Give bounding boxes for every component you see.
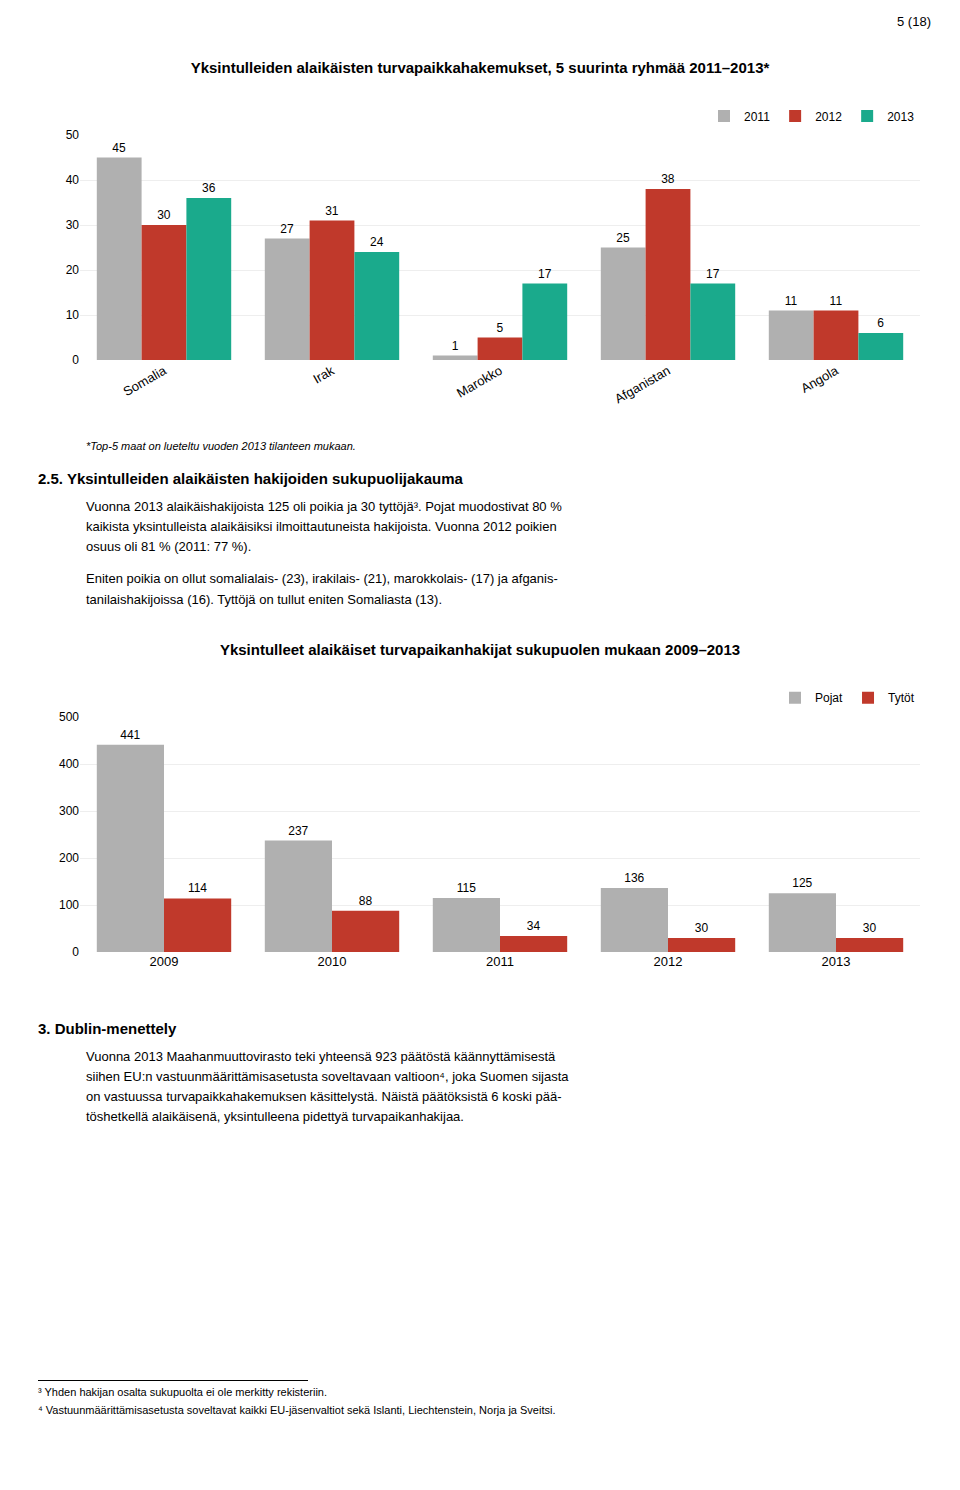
svg-text:10: 10 [66, 308, 80, 322]
svg-text:25: 25 [616, 231, 630, 245]
svg-text:36: 36 [202, 181, 216, 195]
svg-text:Irak: Irak [310, 362, 337, 386]
svg-text:Yksintulleiden alaikäisten tur: Yksintulleiden alaikäisten turvapaikkaha… [191, 59, 770, 76]
html-text:⁴ Vastuunmäärittämisasetusta s: ⁴ Vastuunmäärittämisasetusta soveltavat … [38, 1404, 556, 1416]
svg-text:Marokko: Marokko [454, 363, 505, 401]
svg-text:Tytöt: Tytöt [888, 691, 915, 705]
svg-text:17: 17 [538, 267, 552, 281]
svg-text:115: 115 [457, 881, 476, 895]
svg-text:24: 24 [370, 235, 384, 249]
svg-text:50: 50 [66, 128, 80, 142]
svg-text:2009: 2009 [150, 954, 179, 969]
svg-text:2012: 2012 [654, 954, 683, 969]
svg-text:136: 136 [624, 871, 644, 885]
html-text:*Top-5 maat on lueteltu vuoden: *Top-5 maat on lueteltu vuoden 2013 tila… [86, 440, 356, 452]
svg-text:20: 20 [66, 263, 80, 277]
svg-text:6: 6 [877, 316, 884, 330]
html-text:3. Dublin-menettely: 3. Dublin-menettely [38, 1019, 177, 1037]
svg-text:30: 30 [157, 208, 171, 222]
svg-text:30: 30 [863, 921, 877, 935]
svg-text:Somalia: Somalia [121, 362, 170, 399]
svg-text:500: 500 [59, 710, 79, 724]
svg-text:2013: 2013 [822, 954, 851, 969]
svg-text:27: 27 [280, 222, 294, 236]
svg-text:38: 38 [661, 172, 675, 186]
svg-text:100: 100 [59, 898, 79, 912]
svg-text:441: 441 [120, 727, 140, 741]
svg-text:30: 30 [695, 921, 709, 935]
svg-text:2011: 2011 [744, 110, 770, 124]
svg-text:237: 237 [288, 823, 308, 837]
svg-text:5: 5 [497, 321, 504, 335]
svg-text:0: 0 [72, 945, 79, 959]
svg-text:40: 40 [66, 173, 80, 187]
svg-text:31: 31 [325, 204, 339, 218]
svg-text:17: 17 [706, 267, 720, 281]
svg-text:11: 11 [830, 294, 843, 308]
svg-text:88: 88 [359, 893, 373, 907]
html-text:2.5. Yksintulleiden alaikäiste: 2.5. Yksintulleiden alaikäisten hakijoid… [38, 470, 463, 487]
svg-text:Yksintulleet alaikäiset turvap: Yksintulleet alaikäiset turvapaikanhakij… [220, 640, 740, 657]
html-text:Vuonna 2013 alaikäishakijoista: Vuonna 2013 alaikäishakijoista 125 oli p… [86, 499, 562, 555]
svg-text:11: 11 [785, 294, 798, 308]
svg-text:34: 34 [527, 919, 541, 933]
html-text:Eniten poikia on ollut somalia: Eniten poikia on ollut somalialais- (23)… [86, 571, 558, 607]
svg-text:125: 125 [792, 876, 812, 890]
svg-text:45: 45 [112, 141, 126, 155]
svg-text:2011: 2011 [486, 954, 514, 969]
html-text:Vuonna 2013 Maahanmuuttovirast: Vuonna 2013 Maahanmuuttovirasto teki yht… [86, 1048, 569, 1125]
svg-text:114: 114 [188, 881, 207, 895]
svg-text:200: 200 [59, 851, 79, 865]
svg-text:400: 400 [59, 757, 79, 771]
svg-text:1: 1 [452, 339, 459, 353]
svg-text:30: 30 [66, 218, 80, 232]
svg-text:Pojat: Pojat [815, 691, 843, 705]
svg-text:2012: 2012 [815, 110, 842, 124]
svg-text:2010: 2010 [318, 954, 347, 969]
html-text:³ Yhden hakijan osalta sukupuo: ³ Yhden hakijan osalta sukupuolta ei ole… [38, 1386, 327, 1398]
svg-text:300: 300 [59, 804, 79, 818]
svg-text:Angola: Angola [798, 362, 841, 396]
svg-text:0: 0 [72, 353, 79, 367]
html-text:5 (18): 5 (18) [897, 14, 931, 29]
svg-text:2013: 2013 [887, 110, 914, 124]
svg-text:Afganistan: Afganistan [612, 363, 673, 407]
